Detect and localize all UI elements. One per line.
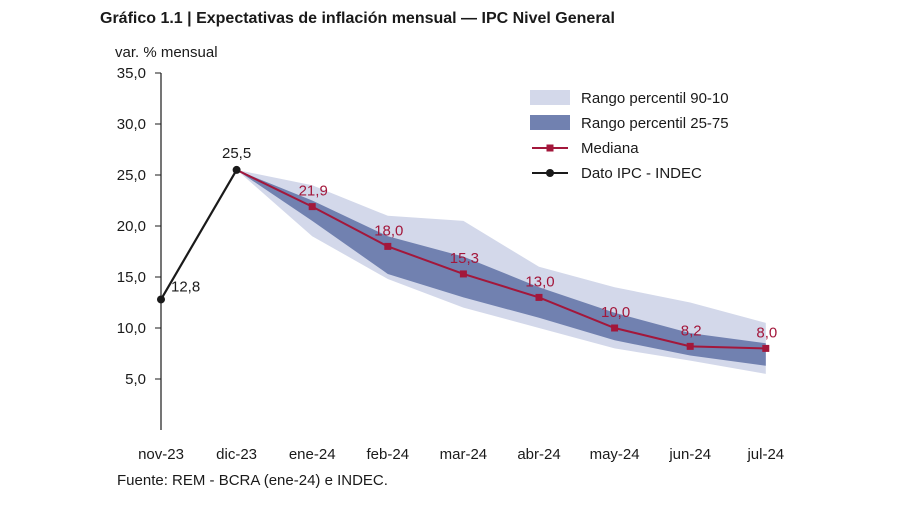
y-tick-label: 20,0 [117,218,146,235]
legend-label: Rango percentil 90-10 [581,90,729,107]
x-tick-label: jul-24 [746,446,784,463]
ipc-marker [232,165,241,174]
legend-marker-median [546,144,554,152]
x-tick-label: feb-24 [367,446,410,463]
median-data-label: 18,0 [374,222,403,239]
legend-marker-ipc [546,169,554,177]
median-data-label: 10,0 [601,304,630,321]
x-tick-label: mar-24 [440,446,488,463]
ipc-data-label: 12,8 [171,278,200,295]
legend-label: Rango percentil 25-75 [581,115,729,132]
band-layer [236,169,766,374]
x-tick-label: may-24 [590,446,640,463]
legend-label: Mediana [581,140,639,157]
median-data-label: 21,9 [299,183,328,200]
y-tick-label: 15,0 [117,269,146,286]
y-axis-title: var. % mensual [115,44,218,61]
legend-item: Rango percentil 90-10 [530,90,729,107]
median-data-label: 8,0 [756,324,777,341]
legend-swatch-band-90-10 [530,90,570,105]
x-tick-label: ene-24 [289,446,336,463]
chart-title: Gráfico 1.1 | Expectativas de inflación … [100,10,615,27]
median-marker [384,242,392,250]
median-marker [611,324,619,332]
x-tick-label: nov-23 [138,446,184,463]
axes-layer: 5,0 10,0 15,0 20,0 25,0 30,0 35,0 var. % mensua… [115,44,784,463]
y-tick-label: 5,0 [125,371,146,388]
legend-item: Dato IPC - INDEC [532,165,702,182]
x-tick-label: jun-24 [668,446,711,463]
legend-swatch-band-25-75 [530,115,570,130]
y-tick-label: 10,0 [117,320,146,337]
median-data-label: 15,3 [450,250,479,267]
median-line [236,169,766,350]
line-layer [157,165,770,352]
median-marker [535,293,543,301]
ipc-data-label: 25,5 [222,145,251,162]
legend-label: Dato IPC - INDEC [581,165,702,182]
median-marker [459,270,467,278]
y-tick-label: 25,0 [117,167,146,184]
median-data-label: 8,2 [681,322,702,339]
source-note: Fuente: REM - BCRA (ene-24) e INDEC. [117,472,388,489]
y-tick-label: 35,0 [117,65,146,82]
median-marker [686,342,694,350]
ipc-marker [157,295,165,304]
y-tick-label: 30,0 [117,116,146,133]
median-marker [762,344,770,352]
x-tick-label: dic-23 [216,446,257,463]
x-tick-label: abr-24 [517,446,560,463]
legend-item: Mediana [532,140,639,157]
label-layer: 12,8 25,5 21,9 18,0 15,3 13,0 10,0 8,2 8,0 [171,145,777,342]
median-data-label: 13,0 [525,273,554,290]
median-marker [308,203,316,211]
ipc-line [160,169,238,300]
chart-legend: Rango percentil 90-10 Rango percentil 25-… [530,90,729,182]
legend-item: Rango percentil 25-75 [530,115,729,132]
